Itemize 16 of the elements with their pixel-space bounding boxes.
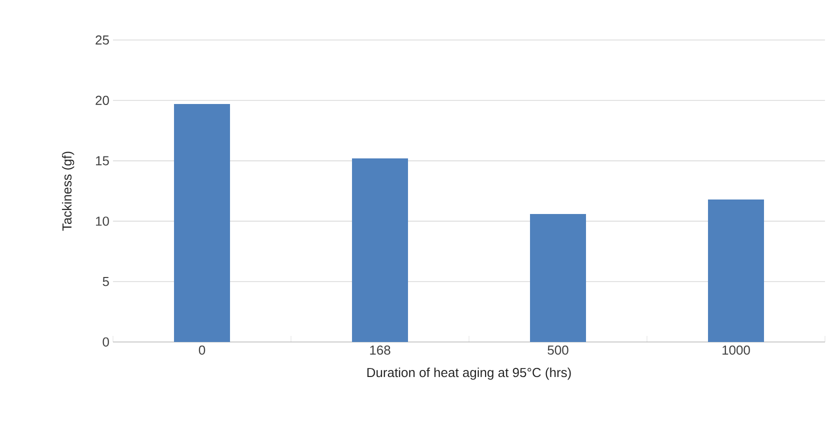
bar xyxy=(174,104,230,342)
y-tick-label: 5 xyxy=(102,277,109,286)
x-tick-label: 0 xyxy=(198,346,206,355)
bar xyxy=(708,199,764,342)
x-tick-label: 1000 xyxy=(722,346,750,355)
x-tick-label: 500 xyxy=(548,346,568,355)
x-axis-title: Duration of heat aging at 95°C (hrs) xyxy=(367,368,571,380)
bar xyxy=(352,158,408,342)
y-tick-label: 10 xyxy=(96,216,109,226)
y-axis-title: Tackiness (gf) xyxy=(62,152,74,231)
bar xyxy=(530,214,586,342)
y-tick-label: 20 xyxy=(96,96,109,105)
y-tick-label: 25 xyxy=(96,35,109,45)
x-tick-label: 168 xyxy=(370,346,390,355)
y-tick-label: 15 xyxy=(96,156,109,166)
y-tick-label: 0 xyxy=(102,337,109,347)
